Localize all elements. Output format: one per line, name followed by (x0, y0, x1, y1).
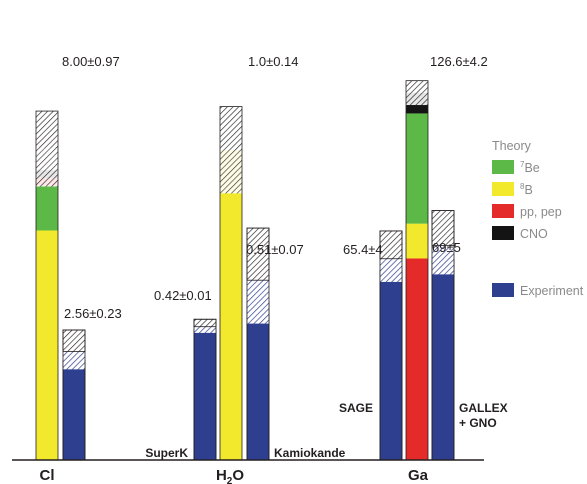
theory-segment-be7 (406, 113, 428, 224)
detector-label: GALLEX (459, 401, 508, 415)
category-label: Ga (408, 467, 429, 484)
value-label: 0.42±0.01 (154, 288, 212, 303)
category-label: H2O (216, 467, 244, 484)
detector-label: + GNO (459, 416, 497, 430)
theory-uncertainty-upper (220, 106, 242, 150)
legend: Theory 7Be 8B pp, pep CNO Experiment (492, 139, 584, 298)
value-label: 69±5 (432, 240, 461, 255)
experiment-error-cap (379, 230, 403, 260)
labels-layer: 8.00±0.97 2.56±0.23 0.42±0.01 1.0±0.14 0.51±… (40, 54, 508, 484)
theory-uncertainty-lower (406, 92, 428, 106)
value-label: 126.6±4.2 (430, 54, 488, 69)
experiment-uncertainty (247, 280, 269, 324)
detector-label: SuperK (145, 446, 188, 460)
legend-swatch-pp (492, 204, 514, 218)
experiment-uncertainty (63, 351, 85, 370)
experiment-uncertainty (380, 258, 402, 282)
legend-title: Theory (492, 139, 532, 153)
experiment-uncertainty (432, 245, 454, 275)
legend-label-experiment: Experiment (520, 284, 584, 298)
theory-segment-be7 (36, 185, 58, 231)
experiment-bar (246, 301, 270, 461)
value-label: 0.51±0.07 (246, 242, 304, 257)
theory-uncertainty-upper (36, 111, 58, 149)
detector-label: Kamiokande (274, 446, 346, 460)
theory-segment-b8 (406, 223, 428, 259)
experiment-error-cap (193, 318, 217, 328)
value-label: 8.00±0.97 (62, 54, 120, 69)
category-label: Cl (40, 467, 55, 484)
theory-segment-pp (406, 258, 428, 460)
legend-label-b8: 8B (520, 182, 533, 197)
legend-swatch-b8 (492, 182, 514, 196)
legend-swatch-be7 (492, 160, 514, 174)
legend-swatch-cno (492, 226, 514, 240)
experiment-bar (193, 329, 217, 461)
theory-uncertainty-lower (220, 150, 242, 194)
theory-uncertainty-upper (406, 80, 428, 93)
legend-label-be7: 7Be (520, 160, 540, 175)
experiment-bar (431, 259, 455, 461)
experiment-bar (379, 269, 403, 461)
legend-label-pp: pp, pep (520, 205, 562, 219)
value-label: 65.4±4 (343, 242, 383, 257)
legend-swatch-experiment (492, 283, 514, 297)
experiment-error-cap (62, 329, 86, 352)
experiment-uncertainty (194, 326, 216, 333)
detector-label: SAGE (339, 401, 373, 415)
experiment-bar (62, 360, 86, 461)
bars-layer (35, 80, 455, 461)
value-label: 1.0±0.14 (248, 54, 299, 69)
theory-uncertainty-lower (36, 148, 58, 187)
theory-segment-b8 (220, 150, 242, 460)
legend-label-cno: CNO (520, 227, 548, 241)
value-label: 2.56±0.23 (64, 306, 122, 321)
theory-segment-b8 (36, 230, 58, 460)
